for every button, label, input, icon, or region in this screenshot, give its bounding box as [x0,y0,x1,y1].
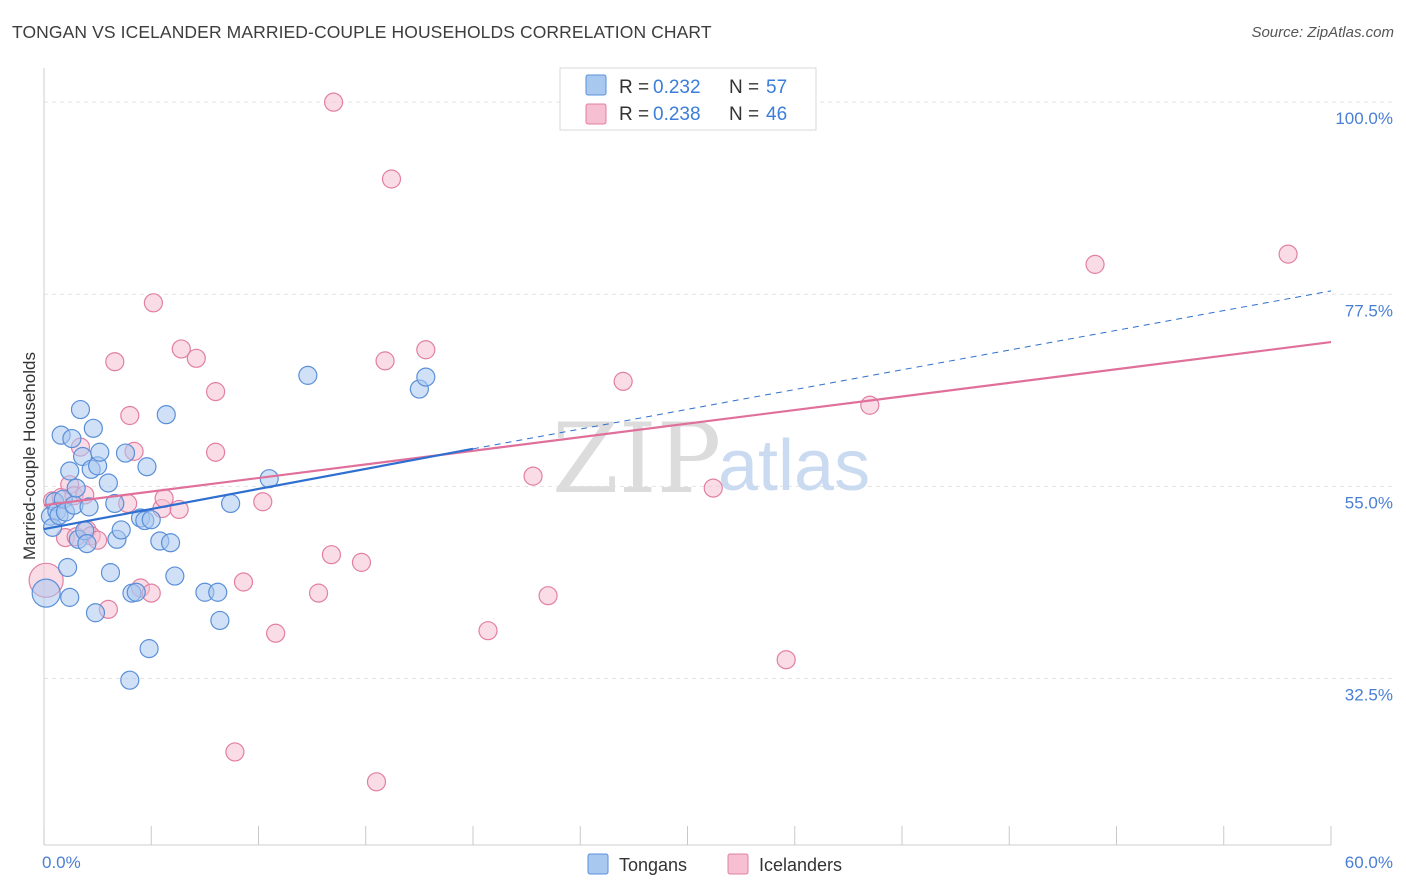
icelanders-point [206,382,226,402]
grid-lines [44,101,1392,679]
watermark: ZIP atlas [552,403,870,515]
icelanders-point [105,352,125,372]
icelanders-point [120,405,140,426]
tongans-point [70,399,91,420]
icelanders-point [538,586,558,606]
tongans-point [141,510,161,530]
tongans-point [60,461,80,481]
icelanders-point [143,293,163,313]
icelanders-point [186,348,206,368]
tongans-point [62,428,82,449]
y-tick-labels: 100.0% 77.5% 55.0% 32.5% [1335,109,1393,704]
tongans-point [98,473,118,493]
stats-legend: R = 0.232 N = 57 R = 0.238 N = 46 [559,67,817,131]
icelanders-point [308,583,329,603]
tongans-point [85,603,106,623]
legend-r-value-icelanders: 0.238 [653,104,701,125]
tongans-point [66,478,86,498]
icelanders-point [171,339,191,359]
tongans-point [57,557,78,578]
y-tick-label: 77.5% [1345,301,1393,320]
tongans-point [120,670,140,690]
tongans-point [298,365,318,385]
watermark-atlas: atlas [718,426,870,506]
legend-swatch-icelanders [585,103,607,125]
chart-title: TONGAN VS ICELANDER MARRIED-COUPLE HOUSE… [12,22,712,42]
tongans-point [156,405,176,425]
tongans-point [208,582,228,602]
legend-n-label-icelanders: N = [729,104,759,125]
tongans-point [111,520,131,540]
icelanders-point [323,92,344,112]
legend-r-label-tongans: R = [619,77,649,98]
series-legend-label-icelanders: Icelanders [759,855,842,875]
icelanders-point [366,772,387,792]
series-legend-label-tongans: Tongans [619,855,687,875]
tongans-point [83,418,103,438]
icelanders-point [703,478,723,498]
legend-n-value-icelanders: 46 [766,104,787,125]
icelanders-point [1278,244,1298,264]
watermark-zip: ZIP [552,403,721,515]
tongans-point [165,566,185,586]
series-legend: Tongans Icelanders [587,853,842,875]
tongans-point [139,639,159,659]
icelanders-point [1085,254,1105,274]
icelanders-point [523,466,543,486]
tongans-trend-line [43,447,474,531]
tongans-point [221,493,241,514]
icelanders-point [351,552,372,572]
icelanders-point [266,623,286,643]
tongans-point [115,443,136,463]
icelanders-point [375,351,395,371]
tongans-point [137,457,157,477]
trend-lines [43,290,1332,531]
icelanders-point [233,572,254,592]
tongans-point [100,563,121,583]
legend-swatch-tongans [585,74,607,96]
legend-n-label-tongans: N = [729,77,759,98]
y-axis-title: Married-couple Households [20,352,39,560]
series-legend-swatch-icelanders [727,853,749,875]
icelanders-point [225,742,245,762]
icelanders-point [478,621,498,641]
tongans-trend-extension [472,290,1332,450]
tongans-points [31,365,436,690]
tongans-point [90,442,110,462]
icelanders-point [253,492,273,512]
icelanders-point [613,371,633,391]
icelanders-point [381,169,402,189]
source-label: Source: ZipAtlas.com [1251,24,1394,41]
y-tick-label: 55.0% [1345,493,1393,512]
tongans-point [416,367,436,387]
icelanders-point [416,340,436,360]
icelanders-point [206,442,226,462]
x-tick-label-min: 0.0% [42,853,81,872]
legend-r-label-icelanders: R = [619,104,649,125]
icelanders-point [321,545,342,565]
icelanders-point [776,650,796,670]
series-legend-swatch-tongans [587,853,609,875]
tongans-point [77,533,97,554]
tongans-point [79,497,99,517]
tongans-point [105,493,125,514]
tongans-point [60,587,80,607]
x-tick-marks [43,826,1332,845]
x-tick-label-max: 60.0% [1345,853,1393,872]
tongans-point [31,578,61,608]
tongans-point [126,582,146,602]
tongans-point [160,533,181,553]
tongans-point [210,610,230,631]
legend-r-value-tongans: 0.232 [653,77,701,98]
y-tick-label: 32.5% [1345,686,1393,705]
icelanders-trend-line [43,340,1332,507]
legend-n-value-tongans: 57 [766,77,787,98]
y-tick-label: 100.0% [1335,109,1393,128]
